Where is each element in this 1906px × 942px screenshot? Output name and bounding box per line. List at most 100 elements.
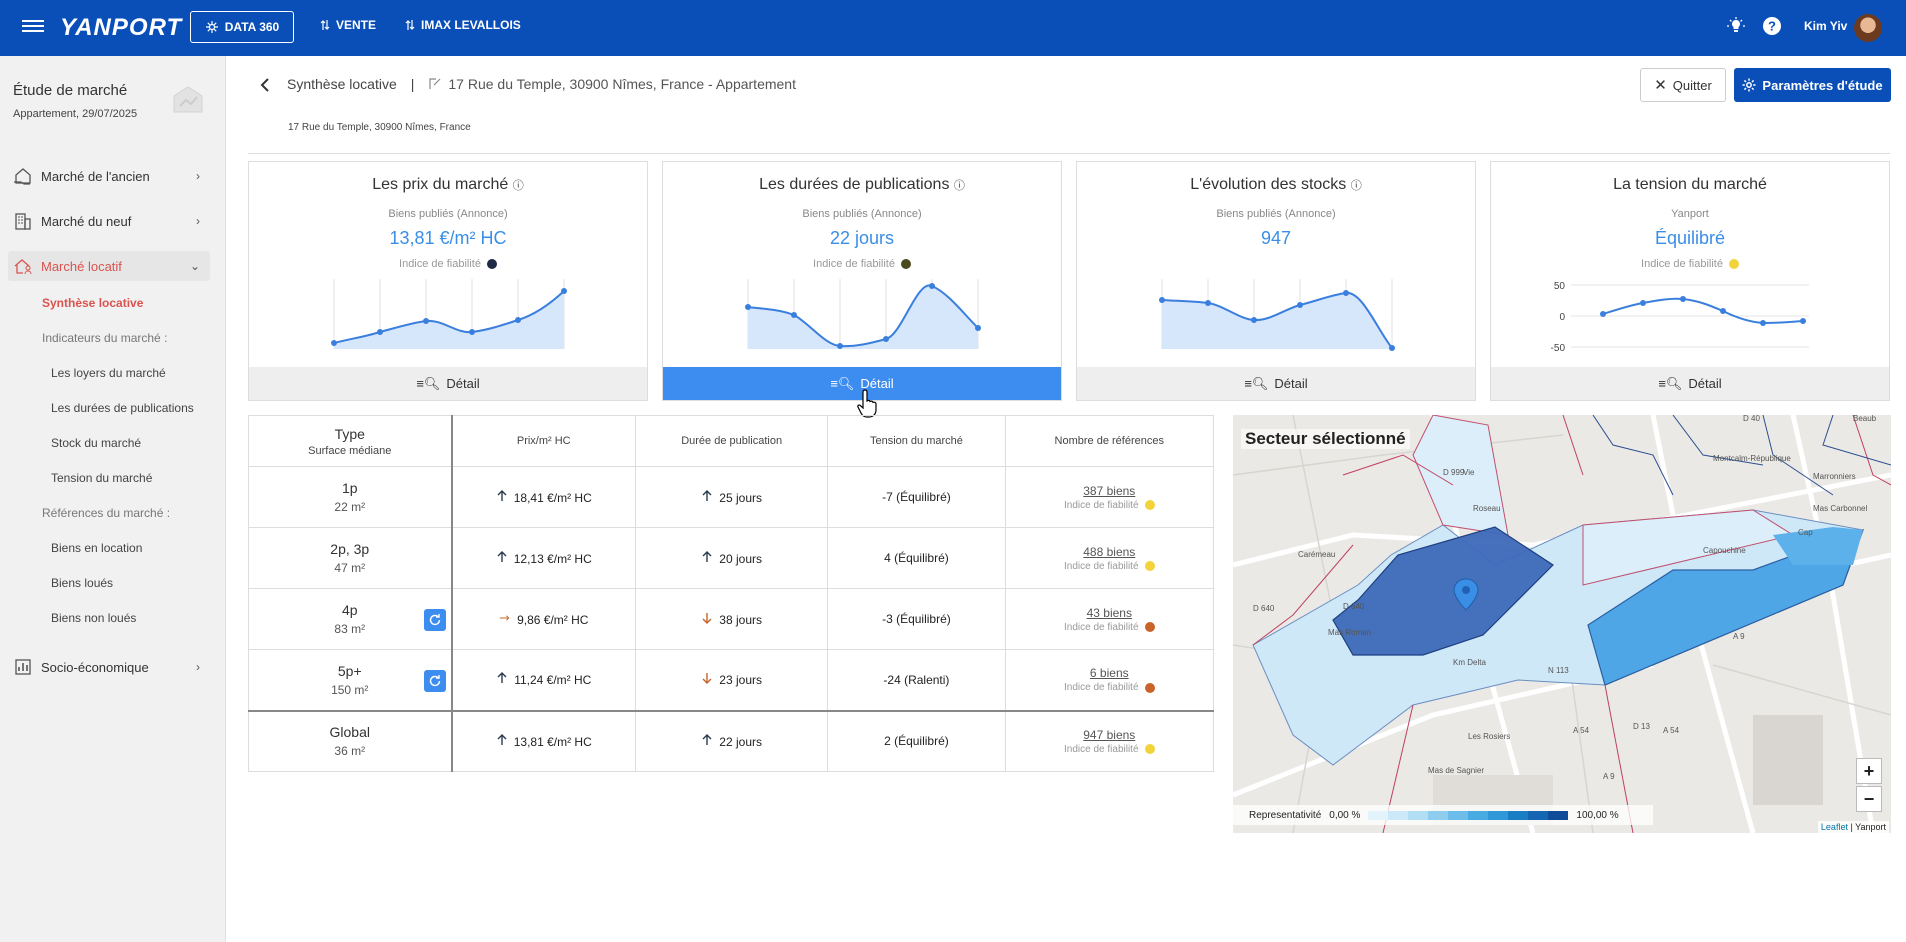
detail-button[interactable]: ≡🔍︎ Détail <box>1077 367 1475 400</box>
refs-link[interactable]: 387 biens <box>1083 483 1136 498</box>
card-value: 22 jours <box>829 228 895 248</box>
sparkline-tension: 50 0 -50 <box>1551 281 1809 354</box>
nav-imax-levallois[interactable]: IMAX LEVALLOIS <box>405 18 521 32</box>
sidebar-group-indicateurs: Indicateurs du marché : <box>42 331 168 345</box>
card-value: 13,81 €/m² HC <box>389 228 507 248</box>
leaflet-link[interactable]: Leaflet <box>1820 822 1848 832</box>
reliability-dot <box>1144 621 1155 632</box>
zoom-out-button[interactable]: − <box>1856 786 1882 812</box>
cell-refs: 387 biens Indice de fiabilité <box>1004 466 1215 528</box>
map[interactable]: D 40 Beaub Montcalm-République Marronniers M… <box>1233 415 1891 833</box>
sidebar-link-synthese[interactable]: Synthèse locative <box>42 296 144 310</box>
map-title: Secteur sélectionné <box>1241 429 1410 449</box>
legend-swatch <box>1428 810 1449 820</box>
detail-button[interactable]: ≡🔍︎ Détail <box>1491 367 1889 400</box>
refs-link[interactable]: 6 biens <box>1089 666 1129 681</box>
sidebar-link-biens-loues[interactable]: Biens loués <box>51 576 114 590</box>
close-icon: ✕ <box>1654 77 1667 94</box>
cell-type: Global 36 m² <box>248 709 453 772</box>
svg-text:?: ? <box>1768 19 1776 34</box>
info-icon[interactable]: ⓘ <box>953 180 965 192</box>
sidebar-group-references: Références du marché : <box>42 506 171 520</box>
logo[interactable]: YANPORT <box>60 14 183 41</box>
sidebar-item-locatif[interactable]: Marché locatif ⌄ <box>8 251 210 281</box>
help-icon[interactable]: ? <box>1760 14 1784 38</box>
legend-swatch <box>1448 810 1469 820</box>
card-evolution-stocks: L'évolution des stocks ⓘ Biens publiés (… <box>1076 161 1476 401</box>
refs-link[interactable]: 43 biens <box>1086 605 1132 620</box>
reliability-dot <box>1144 499 1155 510</box>
avatar[interactable] <box>1854 14 1882 42</box>
info-icon[interactable]: ⓘ <box>1350 180 1362 192</box>
sidebar-item-socio-label: Socio-économique <box>41 659 149 675</box>
sidebar-item-ancien[interactable]: Marché de l'ancien › <box>8 161 210 191</box>
sidebar-link-tension[interactable]: Tension du marché <box>51 471 153 485</box>
study-params-button[interactable]: Paramètres d'étude <box>1734 68 1891 102</box>
refs-link[interactable]: 947 biens <box>1083 727 1136 742</box>
quit-button[interactable]: ✕ Quitter <box>1640 68 1726 102</box>
detail-button[interactable]: ≡🔍︎ Détail <box>663 367 1061 400</box>
info-icon[interactable]: ⓘ <box>512 180 524 192</box>
zoom-in-button[interactable]: + <box>1856 758 1882 784</box>
data360-button[interactable]: DATA 360 <box>190 11 294 43</box>
cell-prix: 12,13 €/m² HC <box>450 527 637 589</box>
lightbulb-icon[interactable] <box>1724 14 1748 38</box>
sidebar-link-biens-non-loues[interactable]: Biens non loués <box>51 611 137 625</box>
hand-cursor-icon <box>857 389 877 418</box>
sidebar-item-neuf[interactable]: Marché du neuf › <box>8 206 210 236</box>
sidebar-item-socio[interactable]: Socio-économique › <box>8 652 210 682</box>
cell-tension: -24 (Ralenti) <box>827 649 1006 711</box>
map-place-label: Roseau <box>1473 504 1501 513</box>
chevron-down-icon: ⌄ <box>189 259 200 273</box>
card-tension-marche: La tension du marché Yanport Équilibré I… <box>1490 161 1890 401</box>
study-title: Étude de marché <box>13 82 128 99</box>
map-canvas[interactable]: D 40 Beaub Montcalm-République Marronniers M… <box>1233 415 1891 833</box>
reliability-index: Indice de fiabilité <box>1006 682 1213 693</box>
house-hand-icon <box>13 166 33 186</box>
sidebar-item-neuf-label: Marché du neuf <box>41 213 132 229</box>
cell-type: 1p 22 m² <box>248 466 453 528</box>
map-place-label: A 9 <box>1733 632 1745 641</box>
card-title: L'évolution des stocks ⓘ <box>1190 176 1362 193</box>
top-bar: YANPORT DATA 360 VENTE IMAX LEVALLOIS ? … <box>0 0 1906 56</box>
address-small: 17 Rue du Temple, 30900 Nîmes, France <box>288 122 471 133</box>
sidebar-link-biens-location[interactable]: Biens en location <box>51 541 143 555</box>
data360-label: DATA 360 <box>224 20 280 34</box>
col-type: Type Surface médiane <box>248 415 453 467</box>
map-place-label: Km Delta <box>1453 658 1486 667</box>
house-user-icon <box>13 256 33 276</box>
reliability-dot <box>1144 744 1155 755</box>
tick-label: 50 <box>1554 281 1566 292</box>
reliability-dot <box>1144 560 1155 571</box>
card-label: Yanport <box>1671 208 1709 220</box>
reliability-index: Indice de fiabilité <box>663 258 1061 270</box>
sidebar-link-durees[interactable]: Les durées de publications <box>51 401 194 415</box>
arrow-right-icon <box>499 614 510 621</box>
detail-button[interactable]: ≡🔍︎ Détail <box>249 367 647 400</box>
menu-icon[interactable] <box>22 17 44 39</box>
cell-tension: -3 (Équilibré) <box>827 588 1006 650</box>
table-row: 5p+ 150 m² 11,24 €/m² HC 23 jours -24 (Ralen… <box>248 649 1215 711</box>
search-list-icon: ≡🔍︎ <box>830 375 855 391</box>
user-name[interactable]: Kim Yiv <box>1804 19 1848 33</box>
chevron-right-icon: › <box>196 660 200 674</box>
arrow-down-icon <box>702 673 712 685</box>
back-arrow-icon[interactable] <box>258 77 272 93</box>
sidebar-item-ancien-label: Marché de l'ancien <box>41 168 150 184</box>
refresh-button[interactable] <box>423 609 446 631</box>
cell-refs: 6 biens Indice de fiabilité <box>1004 649 1215 711</box>
sidebar-link-stock[interactable]: Stock du marché <box>51 436 142 450</box>
table-row: 1p 22 m² 18,41 €/m² HC 25 jours -7 (Équilibr… <box>248 466 1215 528</box>
swap-icon <box>405 20 415 30</box>
card-value: Équilibré <box>1654 228 1726 248</box>
refresh-button[interactable] <box>423 670 446 692</box>
cell-prix: 9,86 €/m² HC <box>450 588 637 650</box>
cell-duree: 20 jours <box>635 527 829 589</box>
arrow-up-icon <box>497 672 507 684</box>
refs-link[interactable]: 488 biens <box>1083 544 1136 559</box>
nav-vente[interactable]: VENTE <box>320 18 376 32</box>
sidebar-link-loyers[interactable]: Les loyers du marché <box>51 366 166 380</box>
card-title: Les prix du marché ⓘ <box>372 176 524 193</box>
arrow-up-icon <box>702 550 712 562</box>
edit-icon[interactable] <box>428 77 442 91</box>
